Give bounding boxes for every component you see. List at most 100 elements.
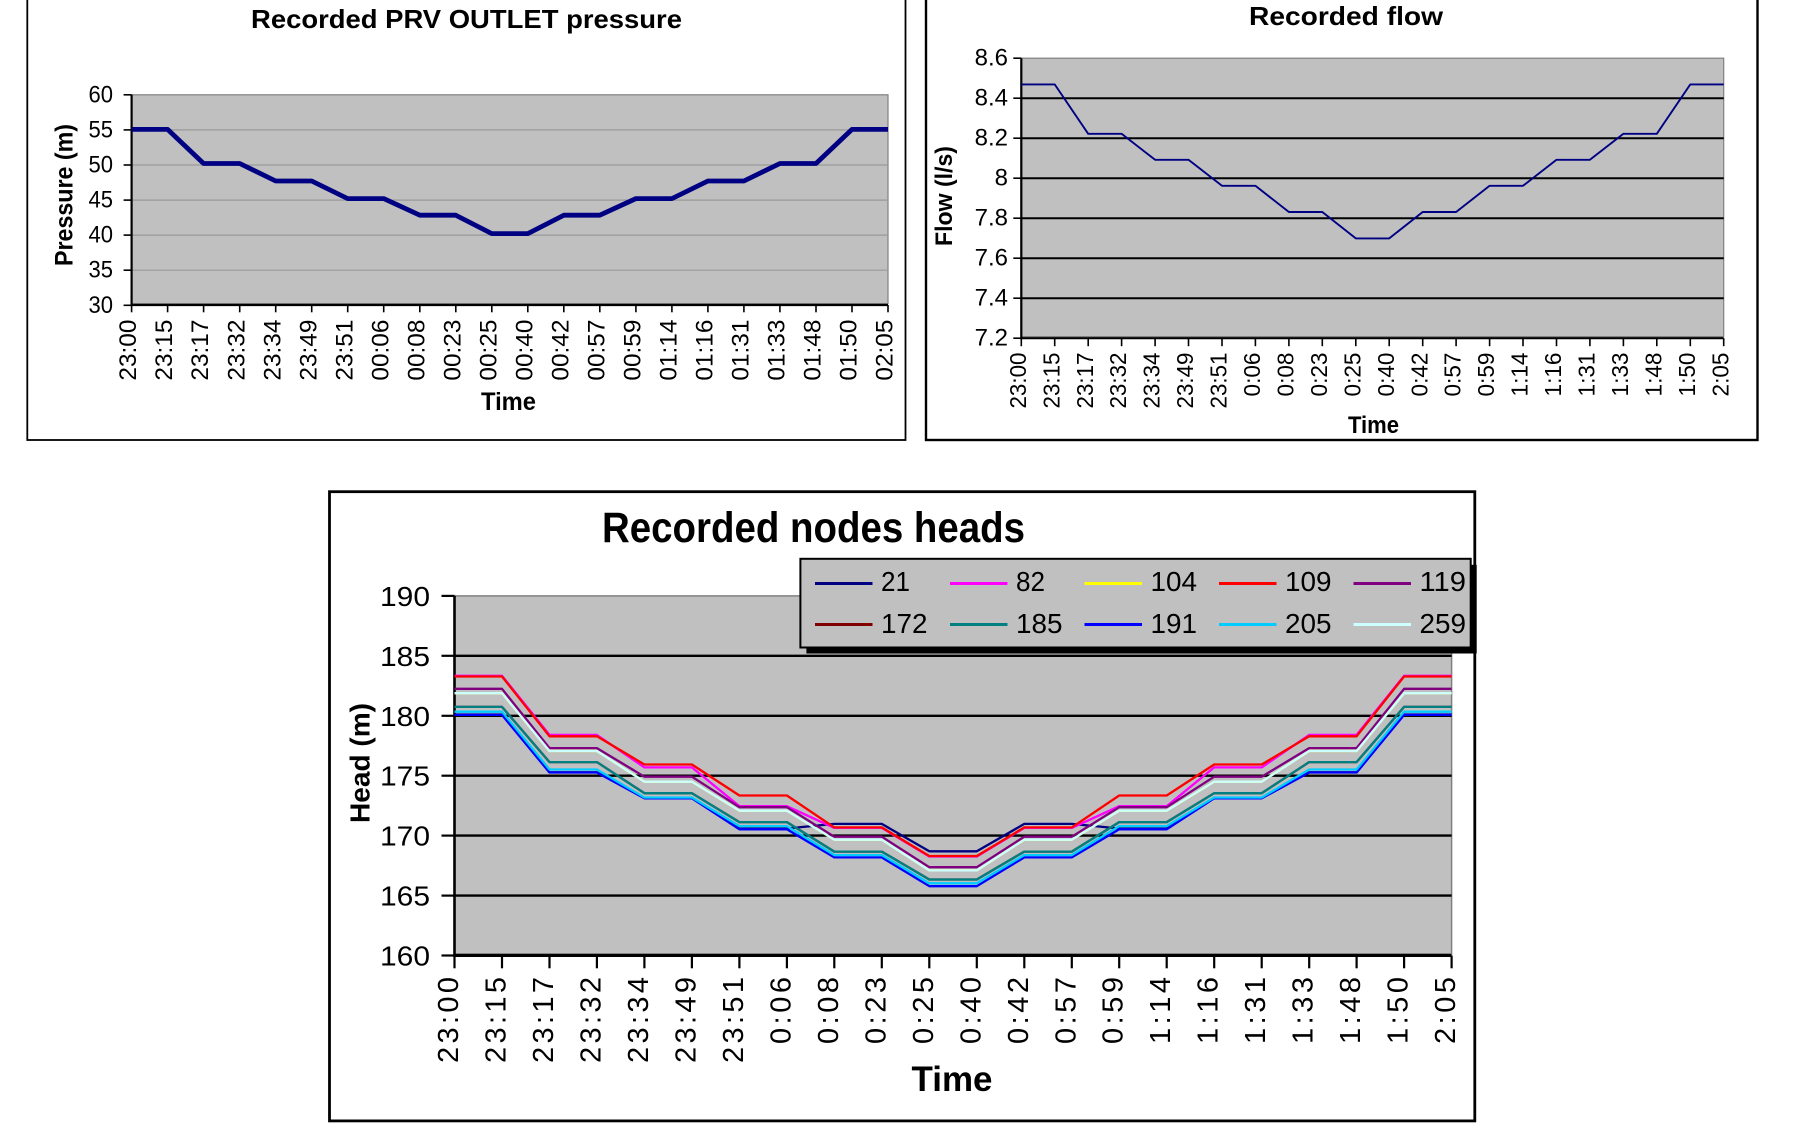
svg-text:0:42: 0:42	[1003, 977, 1035, 1044]
svg-text:1:48: 1:48	[1335, 977, 1367, 1044]
svg-text:00:08: 00:08	[403, 320, 430, 381]
svg-text:23:32: 23:32	[223, 320, 250, 381]
svg-text:190: 190	[380, 581, 430, 612]
svg-text:23:34: 23:34	[623, 977, 655, 1063]
svg-text:0:25: 0:25	[908, 977, 940, 1044]
svg-text:23:32: 23:32	[575, 977, 607, 1063]
svg-text:185: 185	[1016, 608, 1063, 639]
svg-text:0:59: 0:59	[1098, 977, 1130, 1044]
svg-text:23:00: 23:00	[433, 977, 465, 1063]
svg-text:205: 205	[1285, 608, 1332, 639]
svg-text:7.2: 7.2	[975, 325, 1008, 352]
svg-text:0:06: 0:06	[765, 977, 797, 1044]
svg-text:23:00: 23:00	[115, 320, 142, 381]
svg-text:0:40: 0:40	[1373, 353, 1399, 397]
svg-text:0:42: 0:42	[1406, 353, 1432, 397]
svg-text:1:14: 1:14	[1507, 352, 1533, 396]
svg-text:8: 8	[995, 165, 1008, 192]
svg-text:01:16: 01:16	[692, 320, 719, 381]
svg-text:1:14: 1:14	[1145, 977, 1177, 1044]
svg-text:45: 45	[89, 187, 114, 214]
svg-text:0:40: 0:40	[955, 977, 987, 1044]
svg-text:175: 175	[380, 761, 430, 792]
svg-text:1:48: 1:48	[1640, 353, 1666, 397]
svg-text:23:15: 23:15	[481, 977, 513, 1063]
svg-text:00:06: 00:06	[367, 320, 394, 381]
svg-text:23:49: 23:49	[295, 320, 322, 381]
svg-text:23:51: 23:51	[1206, 353, 1232, 409]
svg-text:0:06: 0:06	[1239, 353, 1265, 397]
svg-text:1:50: 1:50	[1383, 977, 1415, 1044]
svg-text:0:57: 0:57	[1050, 977, 1082, 1044]
svg-text:2:05: 2:05	[1707, 353, 1733, 397]
svg-text:02:05: 02:05	[872, 320, 899, 381]
svg-text:01:50: 01:50	[836, 320, 863, 381]
svg-text:0:08: 0:08	[813, 977, 845, 1044]
svg-text:1:31: 1:31	[1574, 353, 1600, 397]
svg-text:50: 50	[89, 152, 114, 179]
svg-text:1:33: 1:33	[1607, 353, 1633, 397]
svg-text:191: 191	[1151, 608, 1198, 639]
svg-text:8.4: 8.4	[975, 85, 1008, 112]
svg-text:23:51: 23:51	[331, 320, 358, 381]
svg-text:7.4: 7.4	[975, 285, 1008, 312]
svg-text:23:49: 23:49	[670, 977, 702, 1063]
svg-text:Recorded PRV OUTLET pressure: Recorded PRV OUTLET pressure	[251, 4, 682, 34]
svg-text:01:31: 01:31	[728, 320, 755, 381]
svg-text:00:42: 00:42	[547, 320, 574, 381]
svg-text:00:57: 00:57	[583, 320, 610, 381]
svg-text:Time: Time	[1348, 412, 1399, 439]
svg-text:1:16: 1:16	[1540, 353, 1566, 397]
svg-text:23:00: 23:00	[1005, 353, 1031, 409]
svg-text:7.6: 7.6	[975, 245, 1008, 272]
svg-text:0:57: 0:57	[1440, 353, 1466, 397]
svg-text:01:33: 01:33	[764, 320, 791, 381]
svg-text:00:59: 00:59	[620, 320, 647, 381]
svg-text:Head (m): Head (m)	[345, 703, 376, 823]
svg-text:1:16: 1:16	[1193, 977, 1225, 1044]
svg-text:23:49: 23:49	[1172, 353, 1198, 409]
svg-text:23:51: 23:51	[718, 977, 750, 1063]
svg-text:21: 21	[881, 566, 910, 597]
svg-text:0:08: 0:08	[1273, 353, 1299, 397]
svg-text:23:17: 23:17	[187, 320, 214, 381]
svg-text:01:48: 01:48	[800, 320, 827, 381]
svg-text:35: 35	[89, 257, 114, 284]
svg-text:Recorded nodes heads: Recorded nodes heads	[602, 504, 1025, 552]
svg-text:104: 104	[1151, 566, 1198, 597]
svg-text:Time: Time	[912, 1060, 993, 1099]
svg-text:30: 30	[89, 292, 114, 319]
svg-text:2:05: 2:05	[1430, 977, 1462, 1044]
svg-text:Pressure (m): Pressure (m)	[51, 124, 79, 266]
svg-text:23:15: 23:15	[151, 320, 178, 381]
svg-text:0:59: 0:59	[1473, 353, 1499, 397]
svg-text:185: 185	[380, 641, 430, 672]
svg-text:00:23: 00:23	[439, 320, 466, 381]
svg-text:8.2: 8.2	[975, 125, 1008, 152]
svg-text:Recorded flow: Recorded flow	[1249, 1, 1444, 31]
svg-text:0:23: 0:23	[860, 977, 892, 1044]
svg-text:23:32: 23:32	[1105, 353, 1131, 409]
svg-text:82: 82	[1016, 566, 1045, 597]
svg-text:180: 180	[380, 701, 430, 732]
svg-text:0:25: 0:25	[1339, 353, 1365, 397]
svg-text:170: 170	[380, 821, 430, 852]
svg-text:119: 119	[1420, 566, 1467, 597]
svg-text:Time: Time	[481, 388, 536, 416]
svg-text:23:34: 23:34	[1139, 352, 1165, 408]
svg-text:259: 259	[1420, 608, 1467, 639]
svg-text:23:34: 23:34	[259, 320, 286, 381]
svg-text:0:23: 0:23	[1306, 353, 1332, 397]
svg-text:8.6: 8.6	[975, 45, 1008, 72]
svg-text:160: 160	[380, 941, 430, 972]
svg-text:7.8: 7.8	[975, 205, 1008, 232]
svg-text:00:25: 00:25	[475, 320, 502, 381]
svg-text:23:17: 23:17	[1072, 353, 1098, 409]
svg-text:165: 165	[380, 881, 430, 912]
svg-text:60: 60	[89, 81, 114, 108]
svg-text:55: 55	[89, 116, 114, 143]
svg-text:1:33: 1:33	[1288, 977, 1320, 1044]
svg-text:172: 172	[881, 608, 928, 639]
svg-text:1:31: 1:31	[1240, 977, 1272, 1044]
svg-text:23:15: 23:15	[1038, 353, 1064, 409]
